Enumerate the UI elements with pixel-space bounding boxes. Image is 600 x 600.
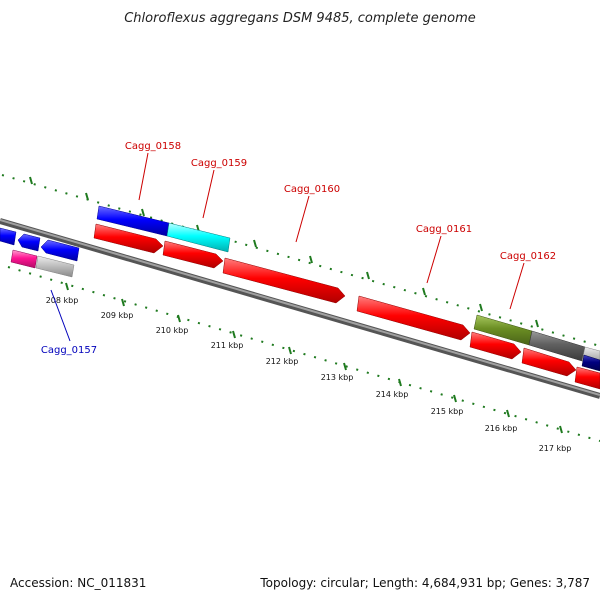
gene-labels: Cagg_0157 Cagg_0158 Cagg_0159 Cagg_0160 …: [41, 141, 556, 356]
gene-arrow-cagg0160[interactable]: [222, 257, 346, 304]
kbp-label: 211 kbp: [211, 341, 244, 350]
kbp-label: 210 kbp: [156, 326, 189, 335]
gene-arrow-cagg0157-grey[interactable]: [35, 255, 75, 278]
kbp-label: 213 kbp: [321, 373, 354, 382]
gene-arrow-cagg0162[interactable]: [521, 347, 577, 377]
gene-arrow-reverse[interactable]: [17, 233, 41, 252]
kbp-label: 217 kbp: [539, 444, 572, 453]
kbp-label: 215 kbp: [431, 407, 464, 416]
inner-tick-ring: [7, 266, 600, 442]
gene-label-cagg0160[interactable]: Cagg_0160: [284, 184, 340, 195]
forward-lane-genes: [96, 205, 600, 372]
gene-arrow-navy-edge[interactable]: [581, 354, 600, 372]
leader-line-cagg0160: [295, 195, 310, 243]
gene-arrow-cagg0161[interactable]: [356, 295, 471, 341]
gene-label-cagg0162[interactable]: Cagg_0162: [500, 251, 556, 262]
genome-title: Chloroflexus aggregans DSM 9485, complet…: [124, 11, 476, 26]
kbp-label: 208 kbp: [46, 296, 79, 305]
gene-arrow-red[interactable]: [469, 331, 522, 360]
label-leaders: [50, 152, 525, 342]
inner-major-ticks: [65, 282, 563, 434]
gene-arrow-magenta[interactable]: [10, 249, 38, 269]
accession-text: Accession: NC_011831: [10, 576, 146, 590]
gene-arrow-reverse[interactable]: [40, 239, 80, 262]
leader-line-cagg0157: [50, 289, 71, 342]
gene-label-cagg0158[interactable]: Cagg_0158: [125, 141, 181, 152]
kbp-label: 214 kbp: [376, 390, 409, 399]
gene-label-cagg0161[interactable]: Cagg_0161: [416, 224, 472, 235]
gene-arrow-red-edge[interactable]: [574, 366, 600, 390]
gene-arrow-red[interactable]: [93, 223, 164, 254]
kbp-labels: 208 kbp 209 kbp 210 kbp 211 kbp 212 kbp …: [46, 296, 572, 453]
leader-line-cagg0162: [509, 262, 525, 310]
gene-label-cagg0159[interactable]: Cagg_0159: [191, 158, 247, 169]
leader-line-cagg0159: [202, 169, 215, 219]
gene-arrow-red[interactable]: [162, 240, 224, 269]
genome-summary-text: Topology: circular; Length: 4,684,931 bp…: [259, 576, 590, 590]
leader-line-cagg0161: [426, 235, 442, 284]
leader-line-cagg0158: [138, 152, 149, 201]
kbp-label: 209 kbp: [101, 311, 134, 320]
gene-label-cagg0157[interactable]: Cagg_0157: [41, 345, 97, 356]
inner-lane-genes: [0, 223, 600, 390]
gene-arrow-reverse[interactable]: [0, 227, 17, 246]
kbp-label: 216 kbp: [485, 424, 518, 433]
outer-major-ticks: [29, 176, 539, 328]
genome-backbone: [0, 218, 600, 399]
outer-minor-ticks: [1, 174, 600, 347]
outer-tick-ring: [1, 174, 600, 347]
inner-minor-ticks: [7, 266, 600, 442]
kbp-label: 212 kbp: [266, 357, 299, 366]
gene-arrow-cagg0159[interactable]: [166, 222, 231, 253]
